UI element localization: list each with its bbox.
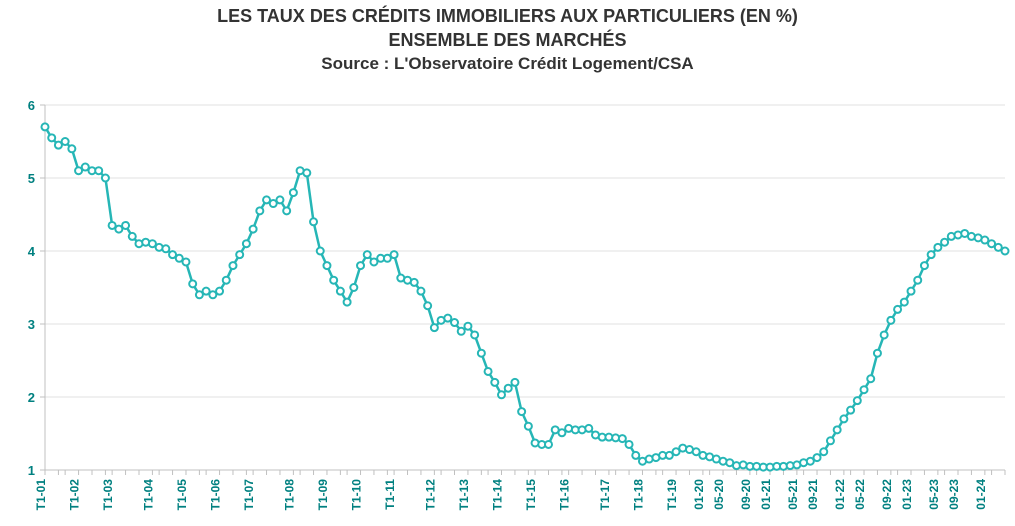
svg-text:05-21: 05-21 [786, 479, 800, 510]
chart-container: LES TAUX DES CRÉDITS IMMOBILIERS AUX PAR… [0, 0, 1015, 526]
svg-text:01-20: 01-20 [692, 479, 706, 510]
svg-text:T1-07: T1-07 [242, 479, 256, 511]
svg-text:T1-10: T1-10 [350, 479, 364, 511]
svg-text:T1-02: T1-02 [68, 479, 82, 511]
svg-text:T1-14: T1-14 [491, 479, 505, 511]
svg-text:T1-08: T1-08 [282, 479, 296, 511]
svg-text:3: 3 [28, 317, 35, 332]
svg-text:01-21: 01-21 [759, 479, 773, 510]
svg-text:T1-03: T1-03 [101, 479, 115, 511]
svg-text:T1-06: T1-06 [209, 479, 223, 511]
svg-text:T1-04: T1-04 [141, 479, 155, 511]
svg-text:T1-16: T1-16 [558, 479, 572, 511]
svg-text:6: 6 [28, 98, 35, 113]
svg-text:09-21: 09-21 [806, 479, 820, 510]
svg-text:09-20: 09-20 [739, 479, 753, 510]
line-chart: 1 2 3 4 5 6 T1-01 T1-02 T1-03 T1-04 T1-05 T1-06 T1-0… [0, 90, 1015, 526]
svg-text:2: 2 [28, 390, 35, 405]
svg-text:05-23: 05-23 [927, 479, 941, 510]
svg-text:01-24: 01-24 [974, 479, 988, 510]
svg-text:T1-13: T1-13 [457, 479, 471, 511]
svg-text:01-22: 01-22 [833, 479, 847, 510]
svg-text:05-22: 05-22 [853, 479, 867, 510]
svg-text:05-20: 05-20 [712, 479, 726, 510]
svg-text:09-22: 09-22 [880, 479, 894, 510]
svg-text:09-23: 09-23 [947, 479, 961, 510]
svg-text:T1-19: T1-19 [665, 479, 679, 511]
svg-text:T1-11: T1-11 [383, 479, 397, 510]
svg-text:5: 5 [28, 171, 35, 186]
svg-text:T1-17: T1-17 [598, 479, 612, 511]
chart-source: Source : L'Observatoire Crédit Logement/… [0, 54, 1015, 74]
svg-text:T1-18: T1-18 [631, 479, 645, 511]
svg-text:T1-09: T1-09 [316, 479, 330, 511]
svg-text:01-23: 01-23 [900, 479, 914, 510]
svg-text:4: 4 [28, 244, 36, 259]
chart-title-line2: ENSEMBLE DES MARCHÉS [0, 30, 1015, 51]
svg-text:1: 1 [28, 463, 35, 478]
chart-title-line1: LES TAUX DES CRÉDITS IMMOBILIERS AUX PAR… [0, 6, 1015, 27]
svg-text:T1-01: T1-01 [34, 479, 48, 511]
svg-text:T1-12: T1-12 [423, 479, 437, 511]
svg-text:T1-05: T1-05 [175, 479, 189, 511]
svg-text:T1-15: T1-15 [524, 479, 538, 511]
